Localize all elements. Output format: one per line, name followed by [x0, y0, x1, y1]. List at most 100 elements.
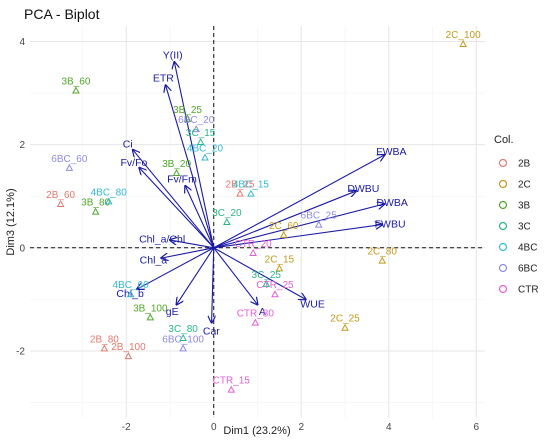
point-marker: [104, 197, 113, 205]
point-marker: [91, 207, 100, 215]
point-label: 2B_60: [46, 190, 75, 201]
variable-label: Fv/Fm: [167, 174, 197, 186]
point-label: 2C_100: [446, 30, 481, 41]
variable-arrow: [177, 247, 215, 305]
point-marker: [275, 264, 284, 272]
variable-arrow: [174, 62, 215, 248]
point-2b-100: 2B_100: [111, 342, 146, 360]
point-6bc-20: 6BC_20: [178, 115, 215, 133]
point-label: 2C_80: [367, 247, 397, 258]
point-2c-80: 2C_80: [367, 247, 397, 264]
point-ctr-15: CTR_15: [213, 376, 251, 393]
point-marker: [236, 189, 244, 197]
variable-label: WUE: [300, 298, 325, 310]
point-4bc-20: 4BC_20: [187, 144, 224, 161]
point-marker: [201, 153, 209, 161]
point-marker: [279, 230, 288, 238]
y-tick-label: 0: [19, 243, 25, 254]
point-label: 6BC_100: [162, 334, 204, 345]
point-label: 2C_25: [330, 314, 360, 325]
variable-arrow: [213, 225, 382, 249]
legend-label: CTR: [518, 285, 539, 296]
point-6bc-100: 6BC_100: [162, 334, 204, 352]
point-marker: [271, 290, 279, 298]
point-label: 3C_80: [168, 324, 198, 335]
point-label: 2C_60: [269, 221, 299, 232]
variable-label: Ci: [123, 139, 133, 151]
legend-item-4bc: 4BC: [498, 242, 537, 254]
point-3b-60: 3B_60: [61, 76, 91, 94]
point-marker: [262, 279, 271, 287]
x-axis-label: Dim1 (23.2%): [223, 425, 290, 437]
variable-label: Chl_b: [116, 288, 144, 300]
variable-label: FWBA: [376, 146, 406, 158]
point-3c-25: 3C_25: [252, 270, 282, 287]
variable-arrows: Y(II) ETR Ci Fv/Fo Fv/Fm FWBA DWBU DWBA FWBU WUE A…: [116, 49, 407, 337]
point-marker: [100, 344, 109, 352]
observation-points: 2C_100 2C_80 2C_25 2C_60 2C_15 3B_60 3B_80 3B_1…: [46, 30, 481, 393]
point-marker: [251, 318, 260, 326]
x-tick-label: -2: [122, 422, 131, 433]
variable-arrow: [170, 240, 214, 249]
legend-item-3c: 3C: [498, 222, 531, 233]
legend-marker: [498, 242, 508, 252]
point-marker: [249, 248, 257, 256]
point-marker: [341, 323, 349, 331]
point-marker: [459, 40, 467, 48]
x-tick-label: 0: [211, 422, 217, 433]
point-4bc-15: 4BC_15: [233, 180, 270, 197]
point-label: 6BC_60: [51, 154, 88, 165]
point-label: 3B_25: [173, 105, 202, 116]
point-label: 4BC_15: [233, 180, 270, 191]
point-3b-25: 3B_25: [173, 105, 202, 122]
legend-marker: [498, 158, 508, 168]
legend-marker: [498, 284, 508, 294]
legend-marker: [498, 200, 508, 210]
point-label: 3B_80: [81, 198, 110, 209]
variable-arrow: [166, 85, 215, 248]
point-marker: [314, 220, 323, 228]
variable-label: Y(II): [163, 49, 183, 61]
point-marker: [65, 163, 74, 171]
point-label: 3B_20: [162, 159, 191, 170]
legend-item-2b: 2B: [498, 158, 531, 170]
point-3b-80: 3B_80: [81, 198, 111, 215]
x-tick-label: 2: [298, 422, 304, 433]
variable-label: gE: [166, 306, 179, 318]
point-marker: [223, 217, 231, 225]
legend-label: 4BC: [518, 243, 537, 254]
point-label: 6BC_20: [178, 115, 215, 126]
point-ctr-80: CTR_80: [237, 309, 274, 326]
variable-arrow: [213, 191, 356, 249]
point-ctr-25: CTR_25: [256, 280, 294, 298]
variable-arrow: [185, 186, 215, 249]
variable-arrow: [212, 247, 214, 323]
point-marker: [124, 352, 133, 360]
point-marker: [192, 125, 201, 133]
variable-arrow: [213, 155, 385, 249]
y-tick-label: -2: [16, 346, 25, 357]
variable-arrow: [213, 204, 385, 249]
variable-arrow: [213, 247, 306, 300]
variable-arrow: [133, 150, 215, 249]
point-label: CTR_15: [213, 376, 251, 387]
point-label: 3B_60: [61, 76, 90, 87]
variable-label: FWBU: [375, 218, 406, 230]
y-axis-label: Dim3 (12.1%): [5, 188, 17, 255]
point-label: 4BC_60: [113, 280, 150, 291]
point-label: 3C_25: [252, 270, 282, 281]
x-tick-label: 4: [386, 422, 392, 433]
legend-marker: [498, 179, 508, 189]
point-label: 6BC_25: [301, 211, 338, 222]
point-2b-25: 2B_25: [226, 180, 255, 197]
point-2c-25: 2C_25: [330, 314, 360, 331]
point-marker: [179, 334, 187, 342]
point-label: 3C_15: [186, 128, 216, 139]
point-marker: [56, 199, 65, 207]
point-marker: [72, 86, 80, 94]
legend-label: 6BC: [518, 264, 537, 275]
point-label: 4BC_20: [187, 144, 224, 155]
point-2b-80: 2B_80: [90, 334, 119, 352]
point-2c-100: 2C_100: [446, 30, 481, 48]
